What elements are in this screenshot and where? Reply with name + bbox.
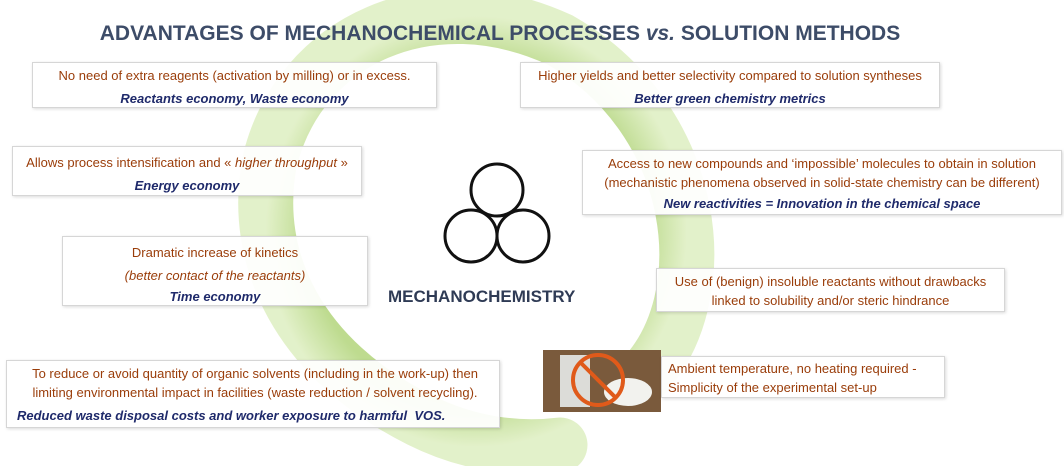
advantage-box: No need of extra reagents (activation by… xyxy=(32,62,437,108)
advantage-box: Higher yields and better selectivity com… xyxy=(520,62,940,108)
advantage-box: To reduce or avoid quantity of organic s… xyxy=(6,360,500,428)
box-text: (mechanistic phenomena observed in solid… xyxy=(589,173,1055,192)
box-text-italic: higher throughput xyxy=(235,155,337,170)
box-text: Simplicity of the experimental set-up xyxy=(668,378,938,397)
center-label: MECHANOCHEMISTRY xyxy=(388,287,575,307)
box-text: limiting environmental impact in facilit… xyxy=(17,383,493,402)
circle-icon xyxy=(497,210,549,262)
box-text: Use of (benign) insoluble reactants with… xyxy=(663,272,998,291)
circle-icon xyxy=(445,210,497,262)
title: ADVANTAGES OF MECHANOCHEMICAL PROCESSES … xyxy=(0,22,1000,46)
box-text: Dramatic increase of kinetics xyxy=(69,243,361,262)
page: ADVANTAGES OF MECHANOCHEMICAL PROCESSES … xyxy=(0,0,1064,466)
box-emphasis: Energy economy xyxy=(19,176,355,195)
box-text: Higher yields and better selectivity com… xyxy=(527,66,933,85)
title-italic: vs. xyxy=(646,22,675,45)
box-text: No need of extra reagents (activation by… xyxy=(39,66,430,85)
circle-icon xyxy=(471,164,523,216)
box-text-italic: (better contact of the reactants) xyxy=(69,266,361,285)
box-text-part: » xyxy=(341,155,348,170)
advantage-box: Ambient temperature, no heating required… xyxy=(661,356,945,398)
box-text-part: Allows process intensification and « xyxy=(26,155,231,170)
advantage-box: Allows process intensification and « hig… xyxy=(12,146,362,196)
box-text: Ambient temperature, no heating required… xyxy=(668,359,938,378)
box-text: Access to new compounds and ‘impossible’… xyxy=(589,154,1055,173)
box-emphasis: Time economy xyxy=(69,287,361,306)
box-text: linked to solubility and/or steric hindr… xyxy=(663,291,998,310)
box-emphasis: Better green chemistry metrics xyxy=(527,89,933,108)
box-text: To reduce or avoid quantity of organic s… xyxy=(17,364,493,383)
box-emphasis: Reactants economy, Waste economy xyxy=(39,89,430,108)
title-text: ADVANTAGES OF MECHANOCHEMICAL PROCESSES xyxy=(100,22,640,45)
advantage-box: Dramatic increase of kinetics (better co… xyxy=(62,236,368,306)
advantage-box: Access to new compounds and ‘impossible’… xyxy=(582,150,1062,215)
box-emphasis: Reduced waste disposal costs and worker … xyxy=(17,406,493,425)
photo xyxy=(543,350,661,412)
title-text: SOLUTION METHODS xyxy=(681,22,900,45)
box-emphasis: New reactivities = Innovation in the che… xyxy=(589,194,1055,213)
box-text: Allows process intensification and « hig… xyxy=(19,153,355,172)
advantage-box: Use of (benign) insoluble reactants with… xyxy=(656,268,1005,312)
